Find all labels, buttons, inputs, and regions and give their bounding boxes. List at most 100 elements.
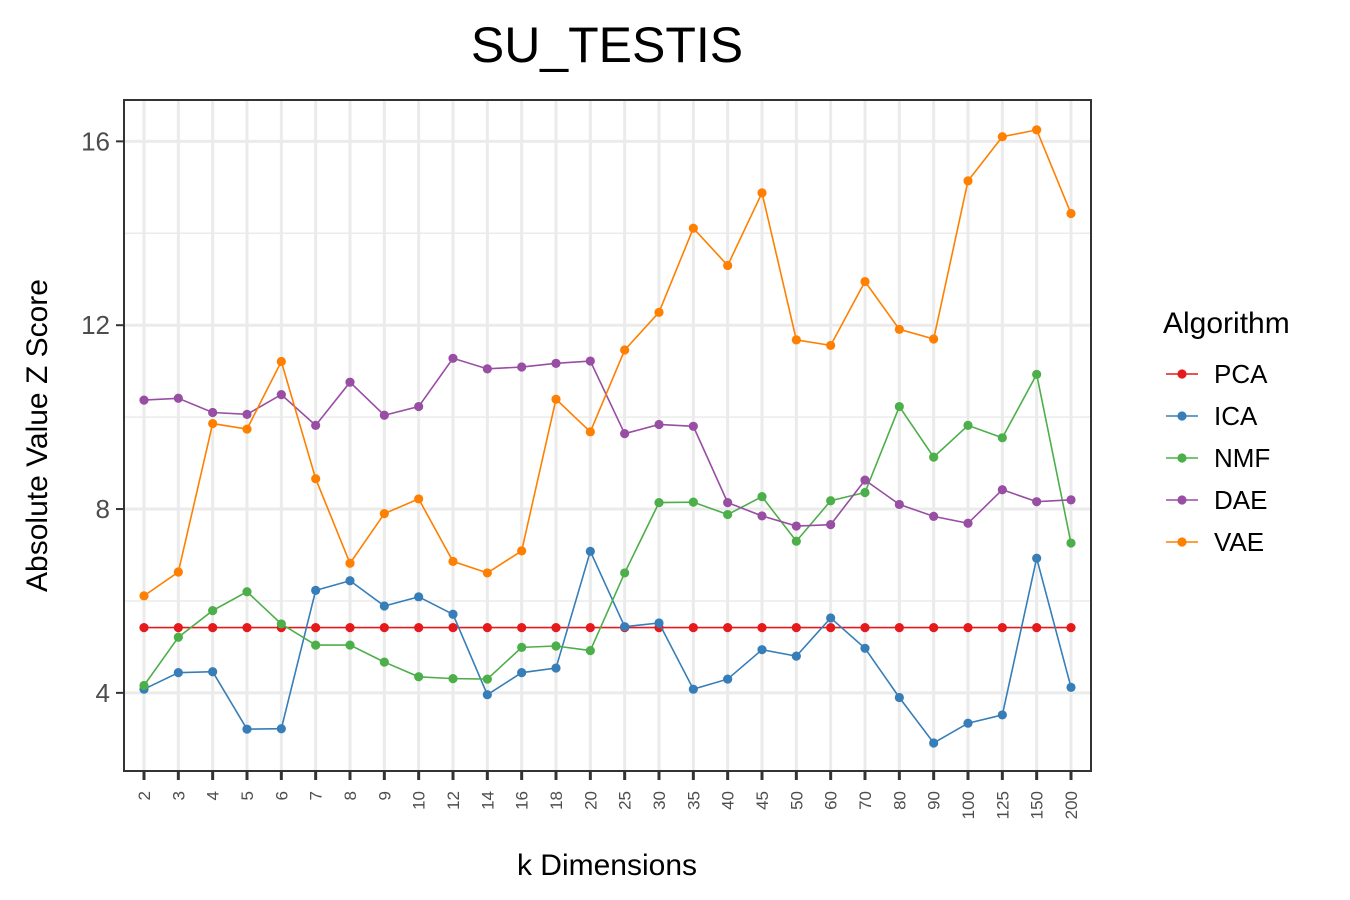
pca-point — [311, 623, 321, 633]
nmf-point — [997, 433, 1007, 443]
x-tick-label: 20 — [581, 791, 600, 810]
y-tick-label: 8 — [96, 494, 110, 524]
dae-point — [517, 362, 527, 372]
x-tick-label: 30 — [650, 791, 669, 810]
ica-point — [963, 718, 973, 728]
y-tick-label: 12 — [81, 310, 110, 340]
x-tick-label: 90 — [925, 791, 944, 810]
x-tick-label: 50 — [787, 791, 806, 810]
vae-point — [414, 494, 424, 504]
ica-point — [929, 738, 939, 748]
dae-point — [1032, 497, 1042, 507]
legend-key-point — [1177, 537, 1187, 547]
vae-point — [1066, 208, 1076, 219]
legend-label: VAE — [1214, 527, 1264, 557]
x-tick-label: 3 — [169, 791, 188, 800]
pca-point — [517, 623, 527, 633]
vae-point — [963, 176, 973, 186]
legend-item-pca: PCA — [1166, 359, 1268, 389]
nmf-point — [551, 641, 561, 651]
nmf-point — [654, 498, 664, 508]
nmf-line — [143, 372, 1072, 686]
nmf-point — [379, 657, 389, 667]
pca-point — [997, 623, 1007, 633]
nmf-point — [757, 492, 767, 502]
vae-point — [688, 223, 698, 233]
vae-point — [517, 546, 527, 556]
dae-point — [620, 429, 630, 439]
series-layer — [139, 125, 1076, 748]
pca-point — [208, 623, 218, 633]
nmf-point — [139, 680, 149, 691]
nmf-point — [1066, 538, 1076, 548]
dae-point — [1066, 495, 1076, 505]
x-tick-label: 100 — [959, 791, 978, 819]
pca-point — [826, 623, 836, 633]
pca-point — [585, 623, 595, 633]
x-tick-label: 5 — [238, 791, 257, 800]
dae-point — [448, 353, 458, 363]
dae-point — [688, 421, 698, 431]
ica-point — [894, 692, 904, 703]
x-tick-label: 9 — [375, 791, 394, 800]
pca-point — [860, 623, 870, 633]
vae-line — [143, 128, 1072, 597]
legend-title: Algorithm — [1163, 307, 1290, 340]
dae-point — [482, 364, 492, 374]
dae-point — [894, 499, 904, 510]
dae-line — [143, 357, 1072, 527]
nmf-point — [826, 496, 836, 506]
ica-point — [551, 663, 561, 673]
x-tick-label: 80 — [890, 791, 909, 810]
x-tick-label: 60 — [822, 791, 841, 810]
grid — [124, 100, 1091, 771]
series-vae — [139, 125, 1076, 601]
dae-point — [379, 410, 389, 420]
pca-point — [551, 623, 561, 633]
vae-point — [379, 509, 389, 519]
nmf-point — [208, 606, 218, 616]
x-tick-label: 125 — [993, 791, 1012, 819]
ica-point — [1066, 682, 1076, 692]
vae-point — [551, 394, 561, 404]
dae-point — [173, 393, 183, 403]
ica-point — [688, 684, 698, 694]
x-tick-label: 45 — [753, 791, 772, 810]
dae-point — [311, 420, 321, 430]
nmf-point — [1032, 369, 1042, 379]
pca-point — [688, 623, 698, 633]
pca-point — [963, 623, 973, 633]
nmf-point — [311, 640, 321, 650]
ica-point — [482, 690, 492, 700]
pca-point — [1032, 623, 1042, 633]
pca-point — [345, 623, 355, 633]
vae-point — [826, 340, 836, 351]
x-tick-label: 8 — [341, 791, 360, 800]
x-tick-label: 25 — [616, 791, 635, 810]
x-tick-label: 18 — [547, 791, 566, 810]
series-nmf — [139, 369, 1076, 691]
dae-point — [654, 419, 664, 430]
dae-point — [997, 485, 1007, 495]
vae-point — [242, 424, 252, 434]
x-tick-label: 4 — [204, 791, 223, 800]
x-tick-label: 200 — [1062, 791, 1081, 819]
ica-point — [379, 601, 389, 611]
nmf-point — [620, 568, 630, 578]
vae-point — [860, 276, 870, 287]
legend-key-point — [1177, 453, 1187, 463]
vae-point — [620, 345, 630, 355]
nmf-point — [688, 497, 698, 507]
dae-point — [208, 407, 218, 418]
vae-point — [929, 334, 939, 344]
ica-line — [143, 549, 1072, 745]
x-tick-label: 35 — [684, 791, 703, 810]
vae-point — [173, 567, 183, 577]
vae-point — [894, 324, 904, 334]
ica-point — [173, 668, 183, 678]
x-axis-title: k Dimensions — [517, 849, 697, 882]
ica-point — [723, 674, 733, 684]
series-ica — [139, 546, 1076, 748]
